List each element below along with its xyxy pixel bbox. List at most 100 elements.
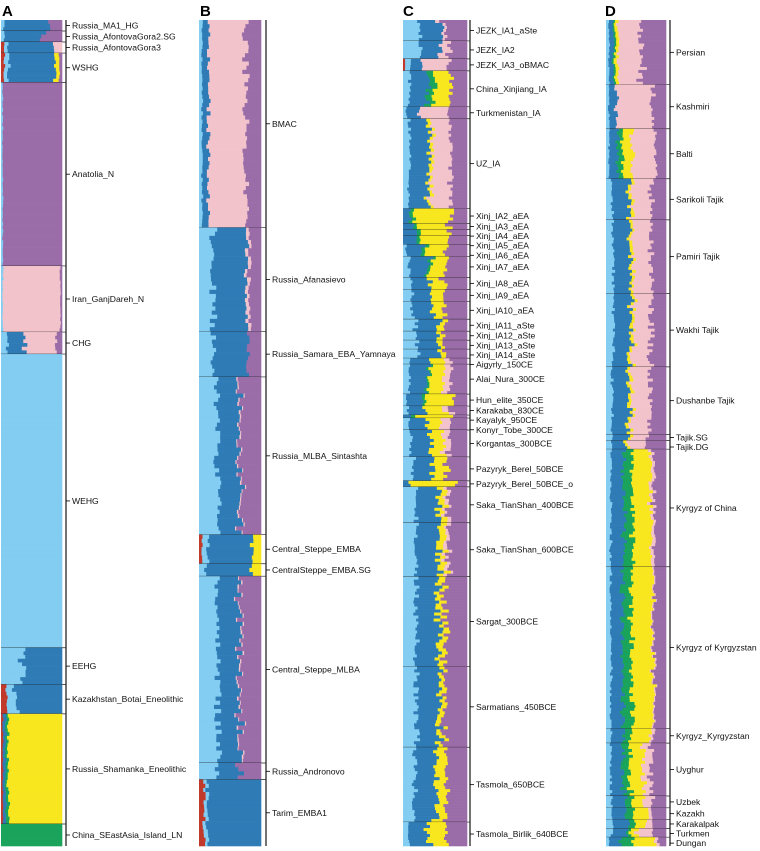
ancestry-segment-blue xyxy=(9,56,55,61)
ancestry-segment-sky xyxy=(606,796,613,800)
ancestry-segment-blue xyxy=(410,298,431,302)
ancestry-segment-purple xyxy=(240,700,262,706)
ancestry-segment-pink xyxy=(247,314,251,320)
group-label: Saka_TianShan_400BCE xyxy=(476,500,574,510)
group-label: Kyrgyz of China xyxy=(676,503,737,513)
ancestry-segment-purple xyxy=(448,319,468,323)
ancestry-segment-yellow xyxy=(628,193,632,197)
ancestry-segment-yellow xyxy=(630,678,653,682)
ancestry-segment-pink xyxy=(654,581,656,585)
ancestry-segment-sky xyxy=(606,216,614,221)
ancestry-segment-blue xyxy=(411,783,434,787)
ancestry-segment-pink xyxy=(650,560,655,565)
ancestry-segment-purple xyxy=(653,634,667,638)
ancestry-segment-yellow xyxy=(432,97,450,102)
ancestry-segment-purple xyxy=(445,771,468,775)
ancestry-segment-purple xyxy=(451,516,468,521)
ancestry-segment-purple xyxy=(650,804,667,809)
ancestry-segment-sky xyxy=(199,497,221,502)
ancestry-segment-purple xyxy=(59,273,63,278)
ancestry-segment-pink xyxy=(645,796,656,800)
ancestry-segment-green xyxy=(428,82,438,87)
ancestry-segment-pink xyxy=(631,234,650,238)
ancestry-segment-sky xyxy=(403,118,411,123)
ancestry-segment-purple xyxy=(238,696,262,702)
ancestry-segment-sky xyxy=(606,590,610,594)
panel-letter: B xyxy=(200,3,211,20)
ancestry-segment-pink xyxy=(207,206,250,212)
ancestry-segment-sky xyxy=(1,243,4,248)
ancestry-segment-pink xyxy=(243,273,247,278)
ancestry-segment-purple xyxy=(640,64,667,68)
ancestry-segment-sky xyxy=(606,72,610,77)
ancestry-segment-sky xyxy=(199,451,219,457)
ancestry-segment-purple xyxy=(442,606,468,610)
ancestry-segment-red xyxy=(1,798,4,803)
ancestry-segment-pink xyxy=(442,376,451,380)
ancestry-segment-yellow xyxy=(630,225,633,230)
ancestry-segment-sky xyxy=(403,702,418,706)
ancestry-segment-pink xyxy=(443,540,447,545)
ancestry-segment-yellow xyxy=(442,504,450,509)
ancestry-segment-pink xyxy=(632,249,648,253)
ancestry-segment-sky xyxy=(403,678,418,682)
ancestry-segment-blue xyxy=(610,507,623,512)
ancestry-segment-blue xyxy=(411,295,433,299)
ancestry-segment-purple xyxy=(237,679,262,685)
ancestry-segment-sky xyxy=(606,737,611,741)
ancestry-segment-purple xyxy=(239,684,262,689)
ancestry-segment-pink xyxy=(634,275,652,279)
ancestry-segment-sky xyxy=(606,754,613,759)
ancestry-segment-purple xyxy=(650,408,667,412)
ancestry-segment-sky xyxy=(199,231,216,237)
ancestry-segment-blue xyxy=(611,581,626,585)
ancestry-segment-sky xyxy=(3,60,9,65)
ancestry-segment-blue xyxy=(610,178,632,182)
ancestry-segment-green xyxy=(424,274,427,278)
ancestry-segment-red xyxy=(1,713,3,718)
ancestry-segment-purple xyxy=(449,433,468,437)
ancestry-segment-pink xyxy=(207,20,249,25)
ancestry-segment-purple xyxy=(642,75,667,80)
ancestry-segment-blue xyxy=(611,687,622,691)
ancestry-segment-blue xyxy=(2,794,7,799)
ancestry-segment-pink xyxy=(652,716,655,720)
ancestry-segment-purple xyxy=(653,290,667,294)
ancestry-segment-pink xyxy=(441,513,445,518)
ancestry-segment-yellow xyxy=(629,240,633,244)
ancestry-segment-blue xyxy=(217,667,240,672)
ancestry-segment-blue xyxy=(219,576,239,581)
ancestry-segment-purple xyxy=(655,581,667,585)
ancestry-segment-blue xyxy=(609,69,615,74)
ancestry-segment-yellow xyxy=(434,741,441,745)
ancestry-segment-blue xyxy=(2,787,6,792)
ancestry-segment-green xyxy=(624,546,634,550)
ancestry-segment-sky xyxy=(403,139,410,143)
ancestry-segment-red xyxy=(199,559,203,565)
ancestry-segment-yellow xyxy=(631,666,655,670)
group-bars xyxy=(606,440,667,450)
ancestry-segment-green xyxy=(623,549,633,553)
ancestry-segment-blue xyxy=(414,567,438,571)
ancestry-segment-yellow xyxy=(634,516,652,521)
ancestry-segment-sky xyxy=(606,143,611,147)
ancestry-segment-blue xyxy=(609,99,618,103)
ancestry-segment-blue xyxy=(414,343,439,347)
ancestry-segment-pink xyxy=(435,127,452,132)
group-bars xyxy=(606,178,667,221)
ancestry-segment-pink xyxy=(237,588,239,594)
ancestry-segment-pink xyxy=(239,480,242,486)
ancestry-segment-purple xyxy=(249,372,262,378)
ancestry-segment-yellow xyxy=(613,58,617,62)
ancestry-segment-blue xyxy=(610,760,622,764)
ancestry-segment-yellow xyxy=(439,510,445,515)
ancestry-segment-pink xyxy=(653,713,655,717)
ancestry-segment-sky xyxy=(1,453,63,458)
ancestry-segment-purple xyxy=(451,453,468,458)
ancestry-segment-yellow xyxy=(426,151,431,155)
ancestry-segment-sky xyxy=(1,321,4,325)
ancestry-segment-green xyxy=(427,73,434,78)
ancestry-segment-pink xyxy=(446,453,452,458)
ancestry-segment-pink xyxy=(632,281,653,285)
ancestry-segment-pink xyxy=(209,103,245,108)
